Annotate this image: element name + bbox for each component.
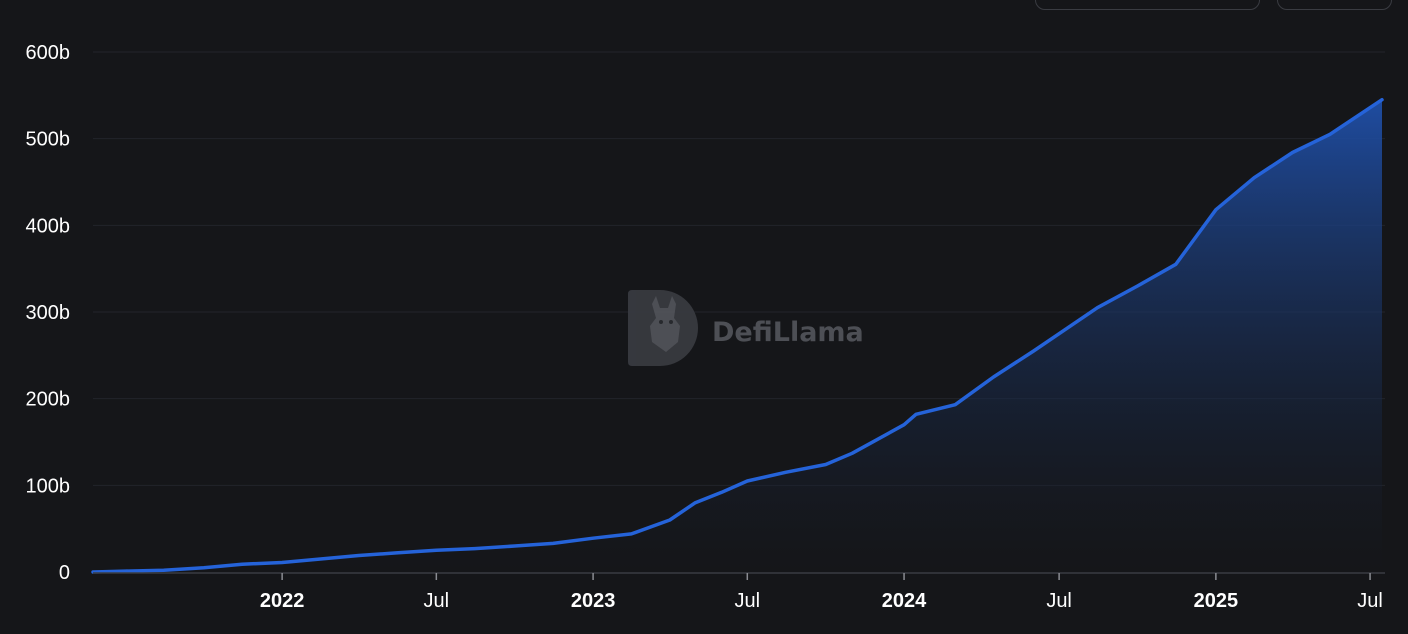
y-tick-label: 300b	[26, 302, 71, 324]
x-tick-label: 2024	[882, 590, 927, 612]
y-tick-label: 0	[59, 562, 70, 584]
y-tick-label: 200b	[26, 389, 71, 411]
series-area	[93, 99, 1382, 572]
x-axis-labels: 2022 Jul 2023 Jul 2024 Jul 2025 Jul	[260, 590, 1383, 612]
x-tick-label: 2025	[1194, 590, 1239, 612]
y-tick-label: 500b	[26, 129, 71, 151]
watermark: DefiLlama	[628, 290, 864, 366]
area-fill	[93, 99, 1382, 572]
series-line-layer	[91, 97, 1384, 574]
x-tick-label: Jul	[735, 590, 761, 612]
series-line	[91, 97, 1384, 574]
y-tick-label: 600b	[26, 42, 71, 64]
defillama-logo-icon	[628, 290, 698, 366]
x-tick-label: Jul	[424, 590, 450, 612]
x-tick-label: 2022	[260, 590, 305, 612]
x-tick-label: Jul	[1046, 590, 1072, 612]
watermark-text: DefiLlama	[712, 317, 864, 348]
y-tick-label: 100b	[26, 475, 71, 497]
x-axis	[93, 572, 1385, 580]
y-tick-label: 400b	[26, 215, 71, 237]
y-axis-labels: 0 100b 200b 300b 400b 500b 600b	[26, 42, 71, 584]
x-tick-label: Jul	[1357, 590, 1383, 612]
x-tick-label: 2023	[571, 590, 616, 612]
